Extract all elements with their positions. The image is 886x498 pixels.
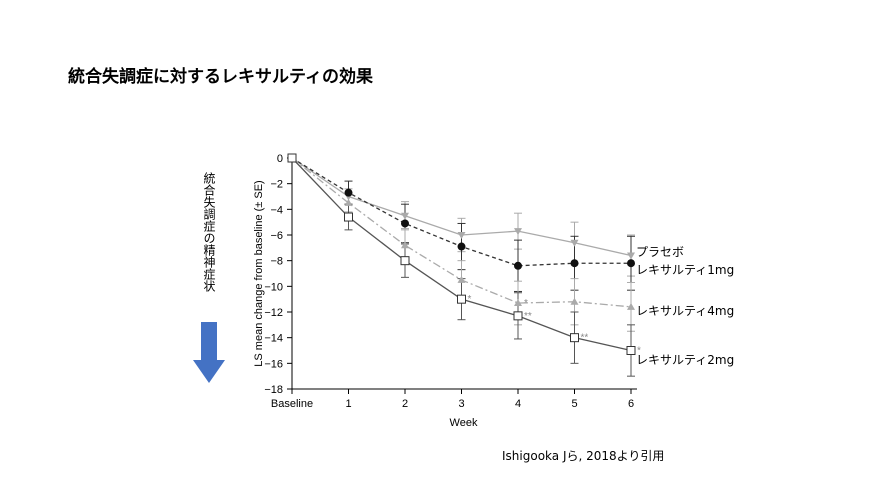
x-axis-label: Week — [450, 417, 478, 429]
x-tick-label: 1 — [345, 398, 351, 410]
x-tick-label: 2 — [402, 398, 408, 410]
series-1-point — [627, 259, 635, 268]
y-tick-label: 0 — [277, 153, 283, 165]
citation: Ishigooka Jら, 2018より引用 — [502, 449, 665, 463]
side-label: 統合失調症の精神症状 — [202, 172, 216, 292]
series-1-point — [514, 261, 522, 270]
series-2-point — [514, 299, 522, 307]
series-0-point — [401, 212, 409, 220]
legend-label-placebo: プラセボ — [636, 245, 685, 259]
series-2-significance-label: * — [524, 298, 528, 309]
series-0-point — [457, 232, 466, 239]
down-arrow-icon — [193, 322, 225, 383]
y-tick-label: −2 — [270, 179, 283, 191]
series-2-point — [570, 297, 579, 305]
y-tick-label: −8 — [270, 256, 283, 268]
series-3-point — [626, 346, 636, 355]
series-1-point — [570, 259, 579, 268]
y-tick-label: −16 — [264, 358, 283, 370]
series-0-point — [570, 239, 579, 247]
legend-label-1mg: レキサルティ1mg — [636, 263, 735, 277]
series-3-significance-label: ** — [581, 333, 589, 344]
series-2-point — [457, 275, 466, 283]
series-0-point — [627, 252, 635, 260]
series-3-significance-label: * — [637, 346, 641, 357]
x-tick-label: 4 — [515, 398, 521, 410]
legend-label-4mg: レキサルティ4mg — [636, 304, 735, 318]
series-2-point — [401, 241, 409, 249]
series-3-point — [457, 294, 466, 304]
x-tick-label: 6 — [628, 398, 634, 410]
series-2-point — [344, 198, 353, 206]
series-2-point — [627, 302, 635, 310]
series-3-point — [400, 256, 410, 266]
series-0-point — [514, 228, 522, 236]
y-tick-label: −14 — [264, 333, 283, 345]
y-tick-label: −10 — [264, 281, 283, 293]
y-tick-label: −12 — [264, 307, 283, 319]
slide-title: 統合失調症に対するレキサルティの効果 — [68, 67, 373, 87]
x-tick-label: 5 — [571, 398, 577, 410]
y-tick-label: −4 — [270, 204, 283, 216]
x-tick-label: 3 — [458, 398, 464, 410]
series-3-point — [570, 333, 579, 343]
series-3-point — [287, 153, 297, 163]
series-1-point — [344, 188, 353, 197]
y-tick-label: −6 — [270, 230, 283, 242]
series-1-point — [401, 219, 409, 228]
y-tick-label: −18 — [264, 384, 283, 396]
series-3-significance-label: ** — [524, 311, 532, 322]
series-1-point — [457, 242, 466, 251]
x-tick-label: Baseline — [271, 398, 313, 410]
series-3-point — [513, 311, 523, 321]
series-3-point — [344, 212, 353, 222]
legend-label-2mg: レキサルティ2mg — [636, 353, 735, 367]
series-3-significance-label: * — [468, 294, 472, 305]
y-axis-label: LS mean change from baseline (± SE) — [253, 180, 265, 366]
